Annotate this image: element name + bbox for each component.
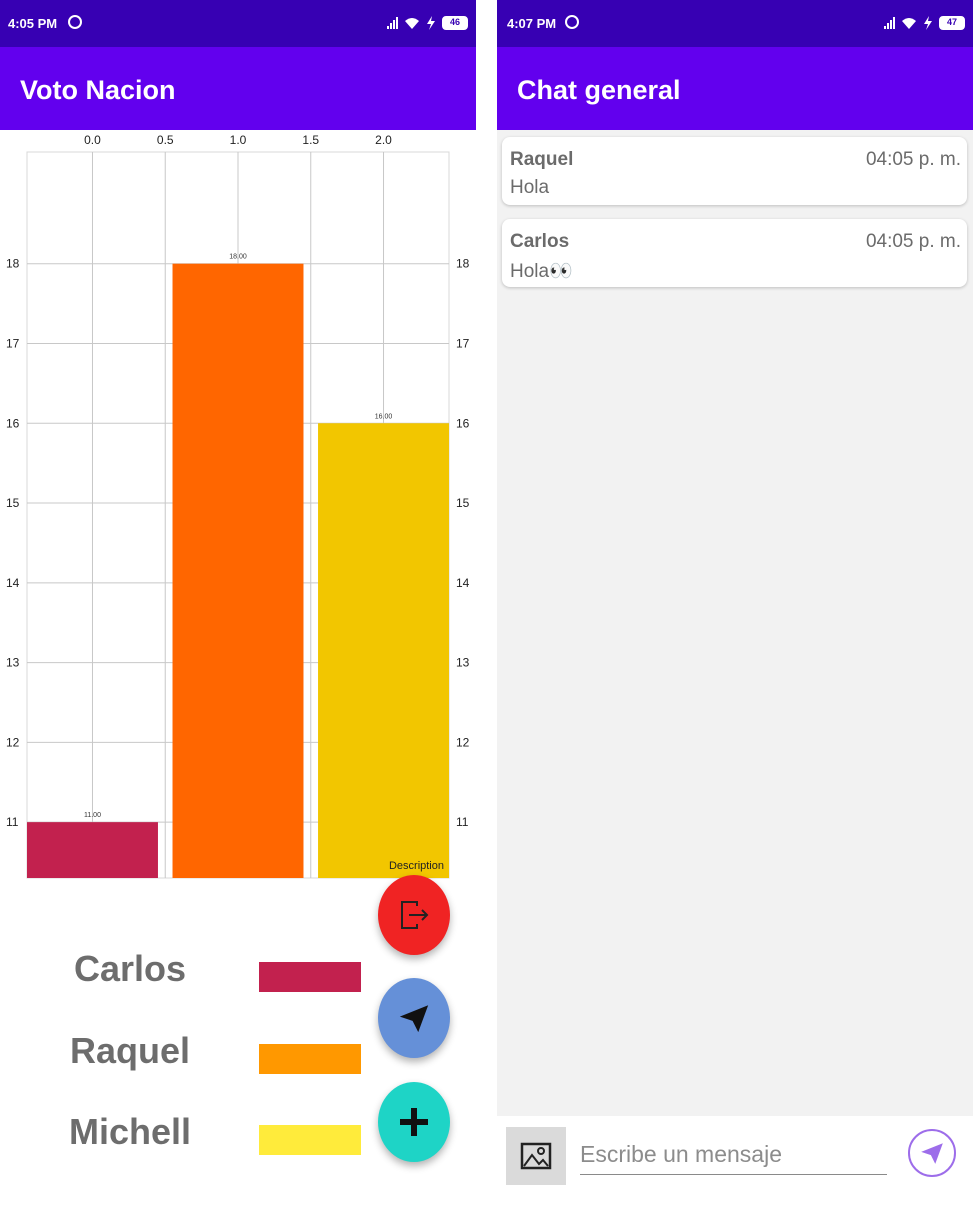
message-input[interactable] (580, 1134, 887, 1175)
plus-icon (400, 1108, 428, 1136)
send-icon (921, 1143, 943, 1164)
app-bar: Voto Nacion (0, 47, 476, 130)
status-icons: 47 (884, 14, 965, 32)
legend-label: Carlos (73, 948, 187, 989)
y-tick-label-right: 13 (456, 656, 470, 670)
bar-1 (172, 263, 304, 878)
app-bar: Chat general (497, 47, 973, 130)
y-tick-label-right: 11 (456, 815, 469, 829)
y-tick-label-left: 12 (6, 735, 20, 749)
status-time: 4:07 PM (507, 16, 557, 31)
legend-item-michell: Michell (0, 1103, 380, 1163)
battery-icon: 46 (442, 16, 468, 30)
attach-image-button[interactable] (506, 1127, 566, 1185)
message-text: Hola (510, 177, 550, 198)
message-time: 04:05 p. m. (865, 149, 961, 170)
legend-item-carlos: Carlos (0, 940, 380, 1000)
bar-value-label: 16.00 (375, 413, 393, 420)
add-button[interactable] (378, 1082, 450, 1162)
wifi-icon (902, 18, 916, 29)
chart-description: Description (388, 860, 444, 872)
y-tick-label-right: 14 (456, 576, 470, 590)
send-message-button[interactable] (908, 1129, 956, 1177)
battery-icon: 47 (939, 16, 965, 30)
status-time: 4:05 PM (8, 16, 58, 31)
y-tick-label-left: 18 (6, 257, 20, 271)
status-bar: 4:05 PM 46 (0, 0, 476, 47)
y-tick-label-left: 13 (6, 656, 20, 670)
chart-labels: 0.0 0.5 1.0 1.5 2.0 11 11 12 12 13 13 14 14 15 15 16 16 1… (6, 133, 470, 829)
x-tick-label: 1.5 (302, 133, 319, 147)
alarm-icon (565, 15, 579, 29)
charging-icon (924, 16, 932, 30)
send-icon (399, 1005, 429, 1033)
chart-bars (27, 263, 449, 878)
status-bar: 4:07 PM 47 (497, 0, 973, 47)
message-composer (497, 1116, 973, 1194)
logout-button[interactable] (378, 875, 450, 955)
bar-value-label: 11.00 (84, 812, 101, 819)
app-title: Voto Nacion (20, 75, 176, 105)
legend-label: Michell (68, 1111, 192, 1152)
image-icon (520, 1142, 552, 1170)
message-card[interactable]: Raquel 04:05 p. m. Hola (502, 137, 967, 205)
y-tick-label-left: 11 (6, 815, 19, 829)
legend-item-raquel: Raquel (0, 1022, 380, 1082)
message-time: 04:05 p. m. (865, 231, 961, 252)
y-tick-label-left: 16 (6, 416, 20, 430)
bar-2 (318, 423, 449, 878)
app-title: Chat general (517, 75, 681, 105)
message-list[interactable]: Raquel 04:05 p. m. Hola Carlos 04:05 p. … (497, 130, 973, 1116)
legend-swatch (259, 1125, 361, 1155)
legend-swatch (259, 1044, 361, 1074)
y-tick-label-right: 17 (456, 336, 470, 350)
x-tick-label: 2.0 (375, 133, 392, 147)
y-tick-label-left: 14 (6, 576, 20, 590)
charging-icon (427, 16, 435, 30)
status-icons: 46 (387, 14, 468, 32)
y-tick-label-left: 15 (6, 496, 20, 510)
legend-label: Raquel (69, 1030, 191, 1071)
bar-chart: 0.0 0.5 1.0 1.5 2.0 11 11 12 12 13 13 14 14 15 15 16 16 1… (6, 133, 470, 879)
message-text: Hola👀 (510, 261, 573, 282)
y-tick-label-right: 12 (456, 735, 470, 749)
chat-screen: 4:07 PM 47 Chat general Raquel 04:05 p. … (497, 0, 973, 1194)
voto-screen: 4:05 PM 46 Voto Nacion 0.0 0.5 1.0 1.5 2.0 11… (0, 0, 476, 1194)
y-tick-label-right: 15 (456, 496, 470, 510)
wifi-icon (405, 18, 419, 29)
y-tick-label-right: 18 (456, 257, 470, 271)
x-tick-label: 1.0 (230, 133, 247, 147)
message-sender: Carlos (510, 231, 570, 252)
signal-icon (387, 17, 398, 29)
y-tick-label-left: 17 (6, 336, 20, 350)
logout-icon (401, 901, 429, 929)
x-tick-label: 0.5 (157, 133, 174, 147)
x-tick-label: 0.0 (84, 133, 101, 147)
alarm-icon (68, 15, 82, 29)
bar-value-label: 18.00 (229, 254, 247, 261)
message-sender: Raquel (510, 149, 574, 170)
signal-icon (884, 17, 895, 29)
y-tick-label-right: 16 (456, 416, 470, 430)
bar-0 (27, 822, 158, 878)
send-vote-button[interactable] (378, 978, 450, 1058)
legend-swatch (259, 962, 361, 992)
message-card[interactable]: Carlos 04:05 p. m. Hola👀 (502, 219, 967, 287)
